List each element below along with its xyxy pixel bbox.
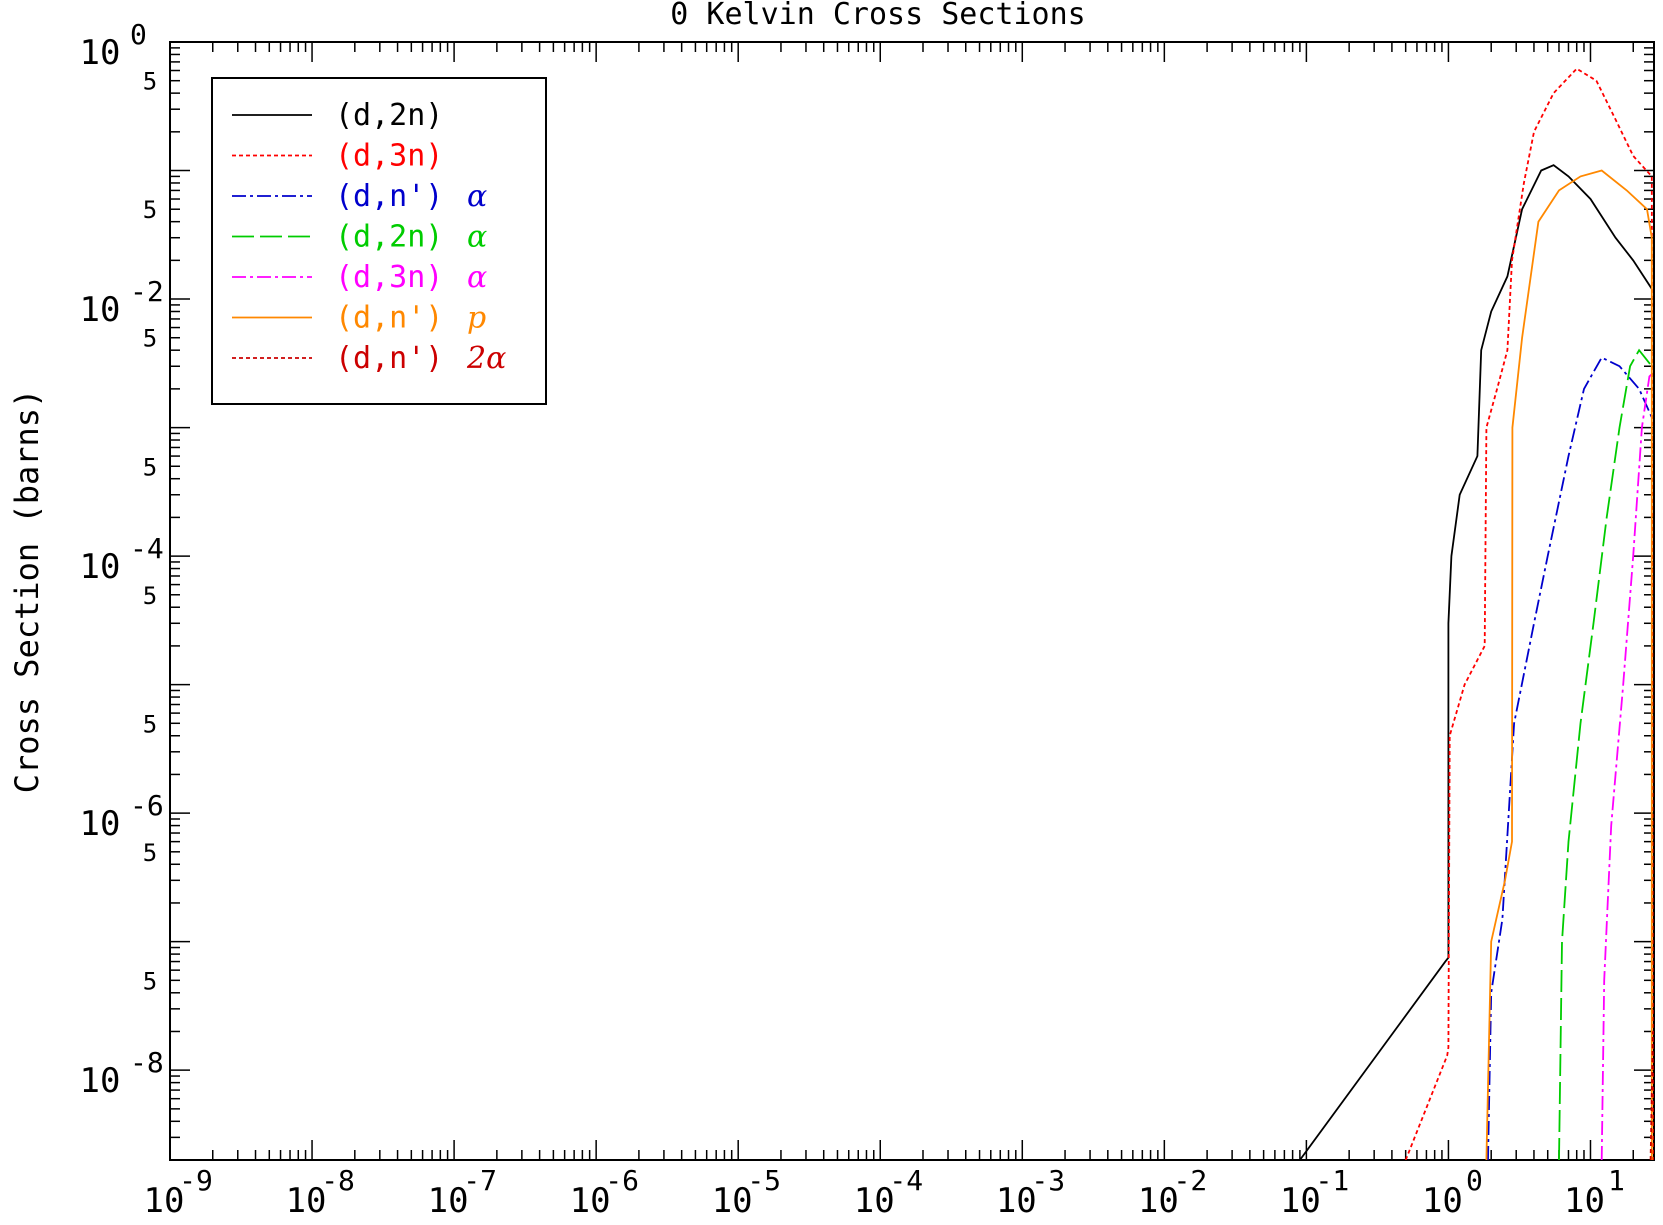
x-tick-label: 10 — [854, 1181, 895, 1221]
y-tick-exponent: -6 — [130, 789, 164, 822]
legend-label-3: (d,n') — [335, 179, 443, 214]
y-tick-labels: 10 -8 10 -6 10 -4 10 -2 10 0 5 5 5 5 5 5 5 5 — [80, 18, 164, 1101]
chart-title: 0 Kelvin Cross Sections — [670, 0, 1085, 32]
y-tick-exponent: -8 — [130, 1046, 164, 1079]
x-tick-label: 10 — [286, 1181, 327, 1221]
x-tick-label: 10 — [1564, 1181, 1605, 1221]
series-lines — [1299, 67, 1654, 1160]
y-tick-label: 10 — [80, 804, 121, 844]
y-minor-label: 5 — [143, 582, 157, 610]
legend-label-6: (d,n') — [335, 301, 443, 336]
x-tick-label: 10 — [712, 1181, 753, 1221]
plot-area — [169, 41, 1655, 1161]
legend-symbol-7: 2α — [466, 341, 506, 376]
x-tick-label: 10 — [570, 1181, 611, 1221]
y-tick-exponent: 0 — [130, 18, 147, 51]
x-tick-labels: 10-910-810-710-610-510-410-310-210-11001… — [144, 1164, 1625, 1221]
series-line-6 — [1485, 169, 1653, 1160]
legend-symbol-4: α — [467, 220, 487, 255]
x-tick-label: 10 — [1422, 1181, 1463, 1221]
x-tick-exponent: 1 — [1608, 1164, 1625, 1197]
x-tick-exponent: -5 — [747, 1164, 781, 1197]
legend-label-2: (d,3n) — [335, 139, 443, 174]
x-tick-exponent: -7 — [463, 1164, 497, 1197]
legend-symbol-3: α — [467, 179, 487, 214]
x-tick-label: 10 — [1280, 1181, 1321, 1221]
legend-label-5: (d,3n) — [335, 260, 443, 295]
y-axis-label: Cross Section (barns) — [8, 389, 46, 794]
y-tick-exponent: -4 — [130, 532, 164, 565]
legend-label-7: (d,n') — [335, 341, 443, 376]
series-line-1 — [1299, 164, 1653, 1160]
y-minor-label: 5 — [143, 710, 157, 738]
y-minor-label: 5 — [143, 196, 157, 224]
x-tick-label: 10 — [1138, 1181, 1179, 1221]
x-tick-label: 10 — [144, 1181, 185, 1221]
y-tick-label: 10 — [80, 547, 121, 587]
x-tick-label: 10 — [428, 1181, 469, 1221]
y-minor-label: 5 — [143, 967, 157, 995]
x-tick-exponent: -4 — [889, 1164, 923, 1197]
y-tick-label: 10 — [80, 33, 121, 73]
y-minor-label: 5 — [143, 325, 157, 353]
legend-box — [211, 77, 547, 405]
x-tick-exponent: 0 — [1466, 1164, 1483, 1197]
series-line-7 — [1649, 1031, 1654, 1160]
series-line-3 — [1487, 356, 1653, 1160]
x-tick-exponent: -6 — [605, 1164, 639, 1197]
y-minor-label: 5 — [143, 839, 157, 867]
series-line-5 — [1600, 373, 1653, 1160]
x-tick-exponent: -8 — [321, 1164, 355, 1197]
y-minor-label: 5 — [143, 68, 157, 96]
series-line-2 — [1404, 67, 1654, 1160]
x-tick-label: 10 — [996, 1181, 1037, 1221]
series-line-4 — [1558, 348, 1653, 1160]
legend-label-4: (d,2n) — [335, 220, 443, 255]
x-tick-exponent: -9 — [179, 1164, 213, 1197]
legend-label-1: (d,2n) — [335, 98, 443, 133]
y-tick-label: 10 — [80, 1061, 121, 1101]
axis-ticks — [169, 41, 1654, 1161]
legend-symbol-6: p — [467, 301, 486, 336]
y-tick-exponent: -2 — [130, 275, 164, 308]
x-tick-exponent: -3 — [1031, 1164, 1065, 1197]
x-tick-exponent: -1 — [1316, 1164, 1350, 1197]
y-minor-label: 5 — [143, 453, 157, 481]
x-tick-exponent: -2 — [1173, 1164, 1207, 1197]
legend: (d,2n) (d,3n) (d,n') α (d,2n) α (d,3n) α (d,n') p… — [211, 77, 547, 405]
legend-symbol-5: α — [467, 260, 487, 295]
y-tick-label: 10 — [80, 290, 121, 330]
